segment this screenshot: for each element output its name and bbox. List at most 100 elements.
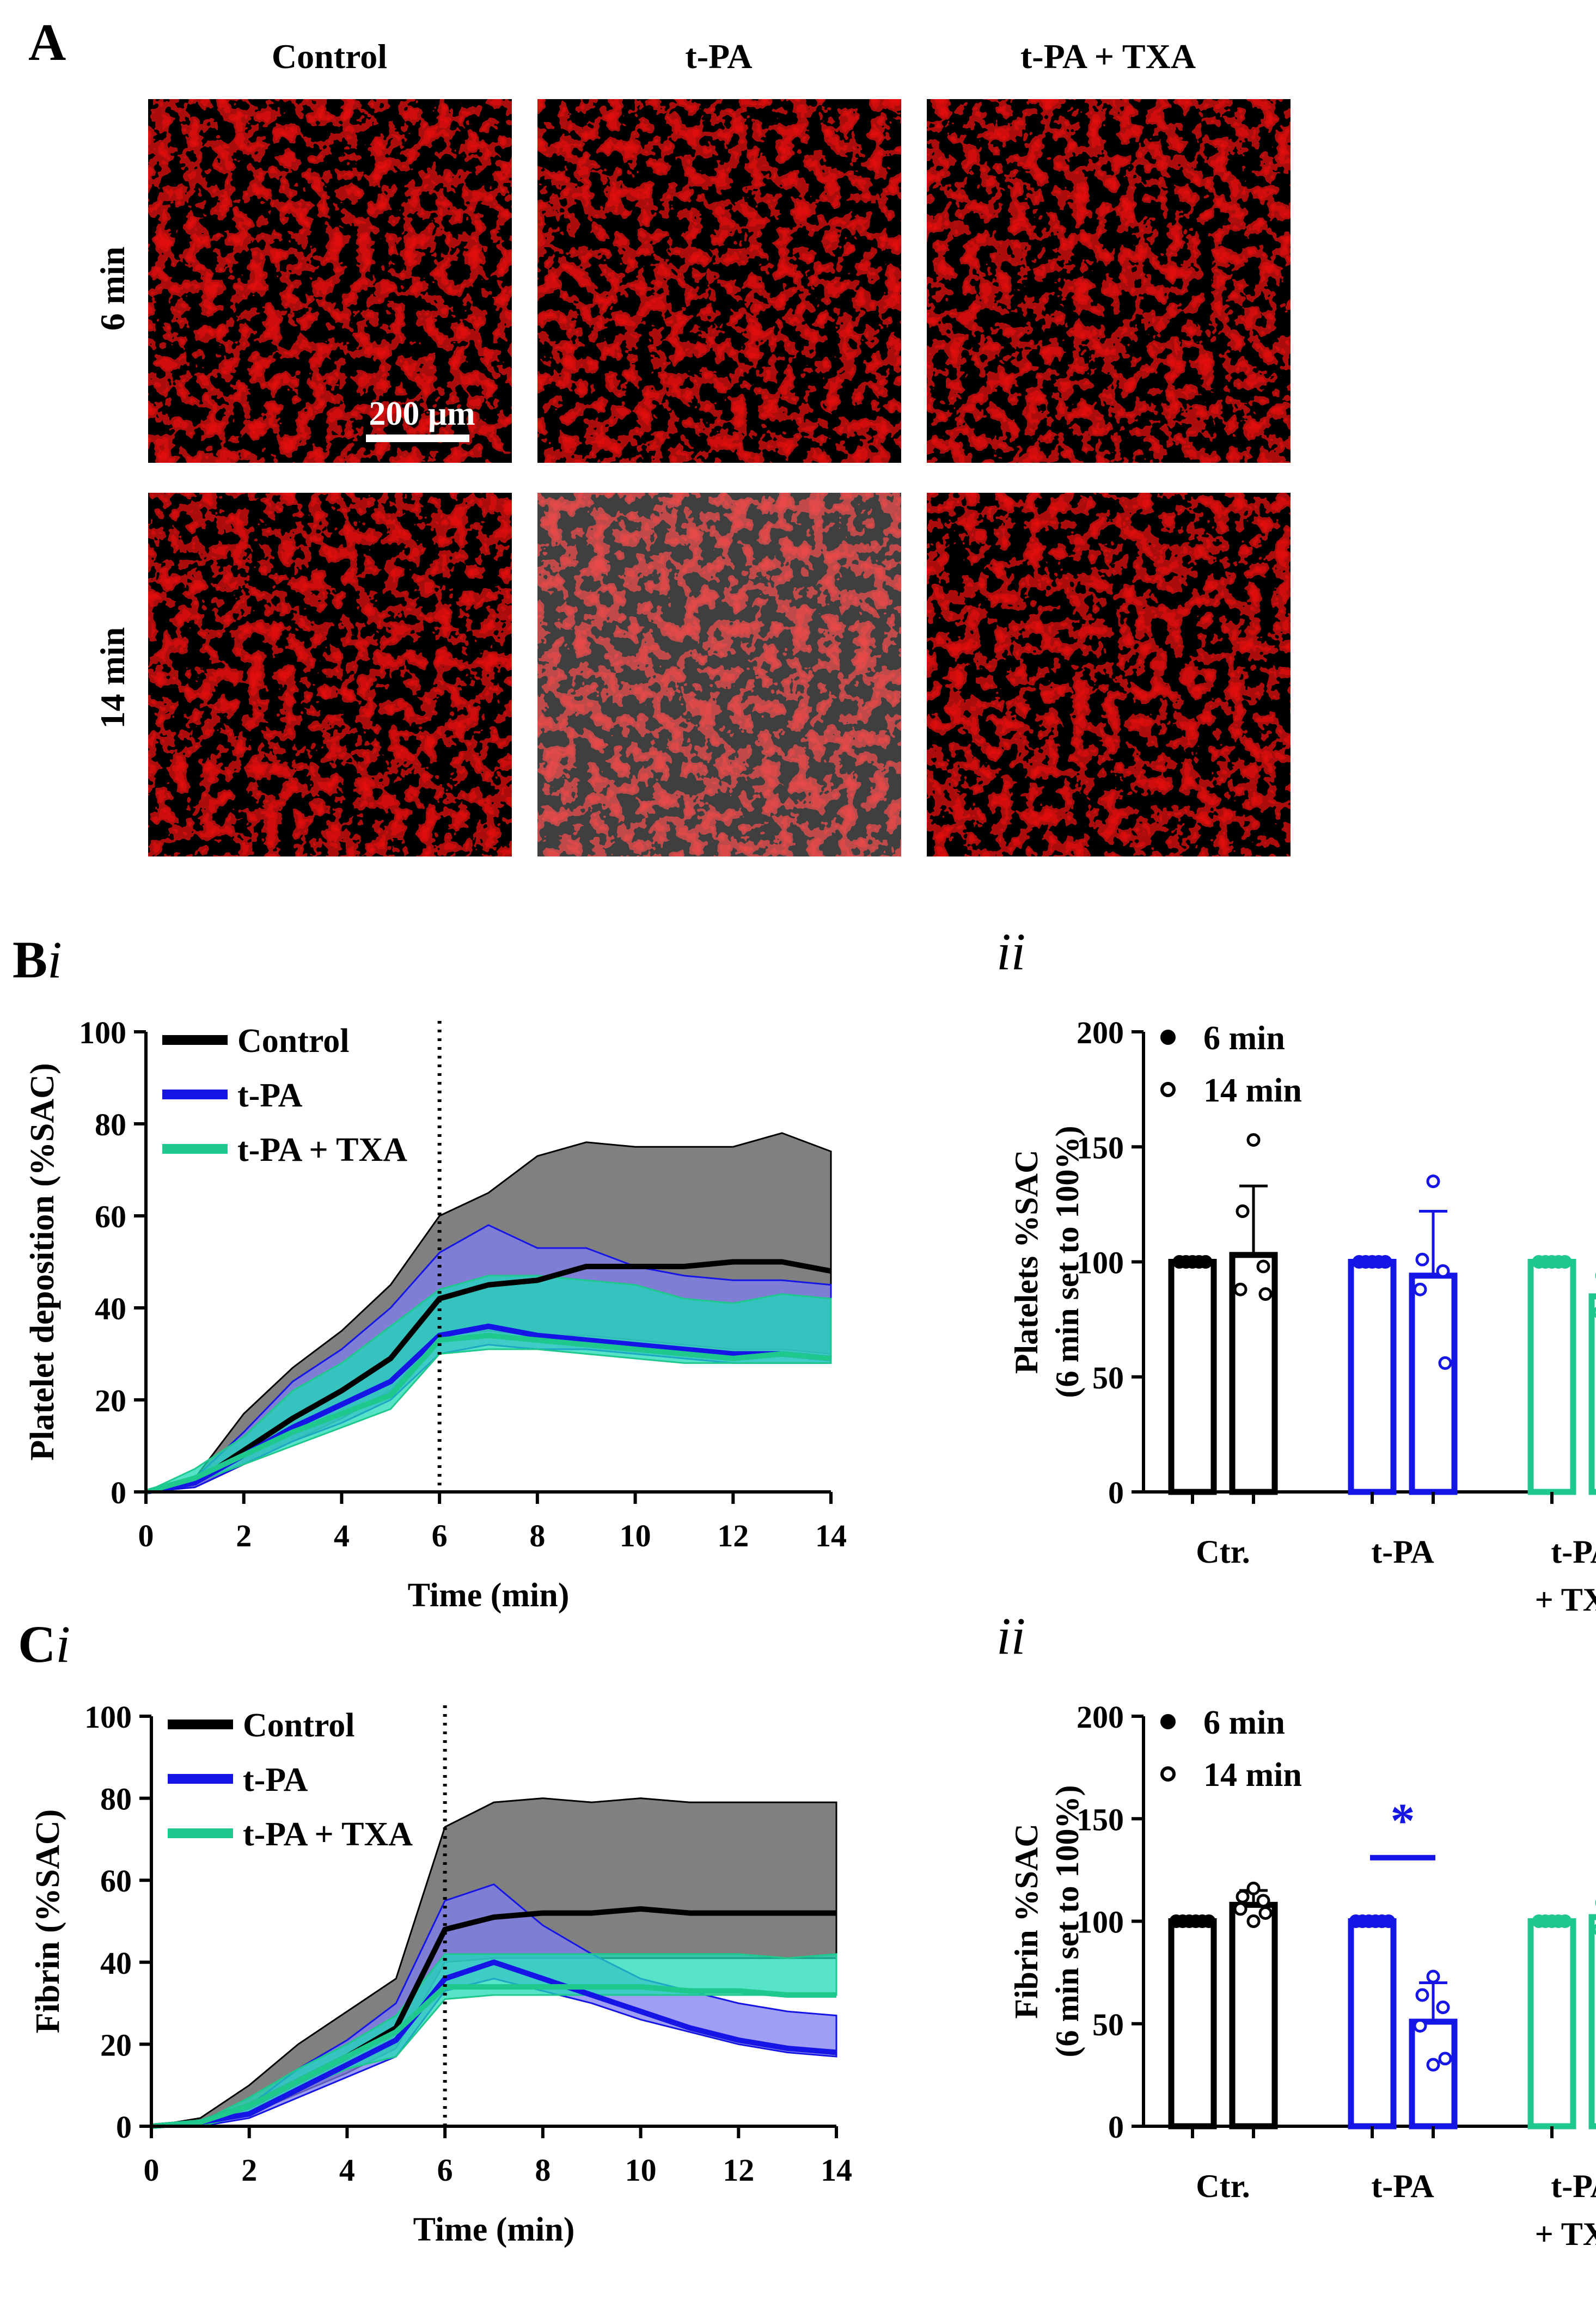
data-point: [1258, 1906, 1273, 1920]
y-axis-label-2: (6 min set to 100%): [1049, 1785, 1085, 2058]
y-tick-label: 200: [1077, 1699, 1124, 1735]
line-t-pa-txa: [151, 1984, 836, 2129]
y-tick-label: 80: [100, 1782, 132, 1817]
x-tick-label: 6: [437, 2152, 453, 2188]
y-tick-label: 20: [100, 2027, 132, 2063]
group-label: Ctr.: [1196, 1534, 1250, 1570]
data-point: [1426, 2058, 1440, 2072]
chart-Bi: Bi 0 20 40 60 80 100 0 2 4 6 8 10 12 14 Time (min) Plate…: [13, 931, 847, 1614]
legend-label: t-PA + TXA: [237, 1131, 407, 1168]
chart-Ci: Ci 0 20 40 60 80 100 0 2 4 6 8 10 12 14 Time (min) Fibri…: [18, 1615, 852, 2248]
y-tick-label: 60: [95, 1199, 126, 1234]
y-tick-label: 100: [1077, 1245, 1124, 1281]
row-label-14min: 14 min: [93, 627, 132, 729]
data-point: [1438, 1356, 1452, 1370]
legend-marker: [1160, 1766, 1176, 1782]
y-tick-label: 200: [1077, 1015, 1124, 1050]
data-point: [1198, 1255, 1213, 1269]
y-axis-label: Fibrin %SAC: [1008, 1824, 1044, 2018]
bar-6min: [1527, 1259, 1576, 1495]
data-point: [1413, 1282, 1427, 1296]
x-tick-label: 14: [815, 1518, 847, 1553]
data-point: [1415, 1988, 1429, 2002]
y-tick-label: 150: [1077, 1802, 1124, 1837]
x-tick-label: 10: [625, 2152, 657, 2188]
panel-sublabel-Ci: i: [56, 1615, 70, 1673]
y-tick-label: 40: [100, 1945, 132, 1981]
col-label-tpa: t-PA: [685, 37, 752, 76]
y-tick-label: 40: [95, 1291, 126, 1326]
bar-14min: [1229, 1901, 1278, 2130]
data-point: [1593, 1307, 1596, 1318]
data-point: [1426, 1969, 1440, 1984]
micrograph-tpa-txa-14min: [927, 493, 1291, 856]
band-t-pa-txa: [145, 1275, 832, 1493]
y-tick-label: 0: [111, 1475, 126, 1510]
legend-label: Control: [237, 1023, 350, 1060]
chart-Bii: ii 0 50 100 150 200 Platelets %SAC (6 min set t…: [996, 922, 1596, 1618]
line-t-pa: [151, 1959, 837, 2129]
legend-label: 14 min: [1203, 1757, 1302, 1794]
x-tick-label: 2: [236, 1518, 252, 1553]
data-point: [1436, 1264, 1450, 1278]
data-point: [1246, 1133, 1261, 1147]
bar-14min: [1588, 1914, 1596, 2130]
panel-label-Bi: Bi: [13, 931, 62, 989]
data-point: [1233, 1282, 1248, 1296]
x-tick-label: 0: [144, 2152, 160, 2188]
x-tick-label: 10: [620, 1518, 651, 1553]
data-point: [1381, 1914, 1396, 1928]
bar-6min: [1527, 1918, 1576, 2130]
data-point: [1378, 1255, 1392, 1269]
col-label-control: Control: [272, 37, 387, 76]
bar-14min: [1588, 1293, 1596, 1495]
panel-a: A Control t-PA t-PA + TXA 6 min 14 min 2…: [28, 13, 1291, 856]
data-point: [1236, 1204, 1250, 1219]
panel-a-label: A: [28, 13, 66, 71]
legend-label: 14 min: [1203, 1072, 1302, 1109]
data-point: [1438, 2052, 1452, 2066]
data-point: [1436, 2000, 1450, 2015]
x-axis-label: Time (min): [413, 2211, 575, 2248]
y-tick-label: 150: [1077, 1130, 1124, 1165]
micrograph-tpa-txa-6min: [927, 99, 1291, 463]
x-tick-label: 0: [138, 1518, 154, 1553]
y-axis-label-2: (6 min set to 100%): [1049, 1126, 1085, 1398]
y-tick-label: 60: [100, 1863, 132, 1899]
x-tick-label: 6: [432, 1518, 448, 1553]
legend-label: t-PA: [237, 1077, 303, 1114]
x-tick-label: 2: [241, 2152, 257, 2188]
scale-bar-label: 200 μm: [369, 395, 475, 432]
legend-marker: [1160, 1030, 1176, 1045]
significance-star: *: [1391, 1794, 1415, 1848]
data-point: [1236, 1889, 1250, 1904]
data-point: [1256, 1894, 1270, 1908]
y-axis-label: Platelets %SAC: [1008, 1150, 1044, 1374]
chart-Cii: ii 0 50 100 150 200 Fibrin %SAC (6 min set to 1…: [996, 1607, 1596, 2252]
x-tick-label: 14: [821, 2152, 852, 2188]
panel-label-Bii: ii: [996, 922, 1025, 981]
x-tick-label: 12: [723, 2152, 754, 2188]
y-tick-label: 0: [1108, 1475, 1124, 1510]
bar-6min: [1348, 1918, 1397, 2130]
legend-label: 6 min: [1203, 1020, 1285, 1057]
data-point: [1415, 1252, 1429, 1266]
micrograph-control-14min: [148, 493, 512, 856]
bar-14min: [1409, 1272, 1458, 1495]
data-point: [1426, 1174, 1440, 1189]
legend-label: 6 min: [1203, 1704, 1285, 1741]
x-axis-label: Time (min): [408, 1577, 570, 1614]
line-t-pa-txa: [145, 1332, 831, 1495]
data-point: [1413, 2019, 1427, 2033]
y-tick-label: 0: [116, 2109, 132, 2145]
legend-label: Control: [243, 1707, 355, 1744]
panel-label-Ci: Ci: [18, 1615, 70, 1673]
legend-label: t-PA: [243, 1761, 308, 1798]
y-tick-label: 50: [1092, 2007, 1124, 2042]
legend-label: t-PA + TXA: [243, 1816, 413, 1853]
micrograph-control-6min: [148, 99, 512, 463]
bar-14min: [1409, 2018, 1458, 2130]
data-point: [1246, 1914, 1261, 1928]
y-tick-label: 20: [95, 1383, 126, 1418]
